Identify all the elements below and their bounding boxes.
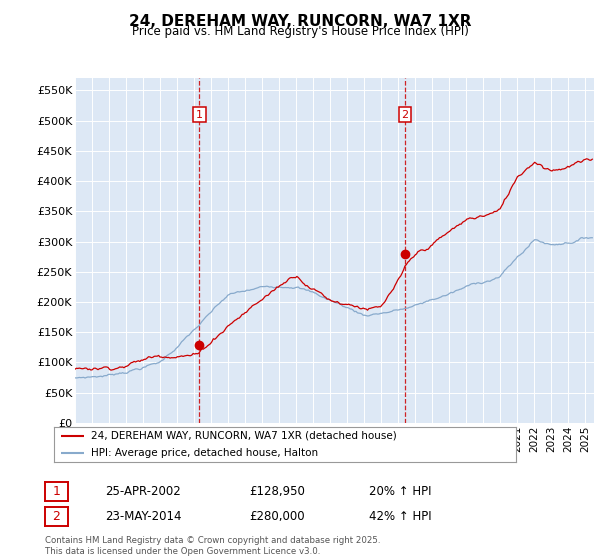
Text: 1: 1 — [196, 110, 203, 120]
Text: 1: 1 — [52, 485, 61, 498]
Text: £128,950: £128,950 — [249, 485, 305, 498]
Text: 2: 2 — [52, 510, 61, 524]
Text: 20% ↑ HPI: 20% ↑ HPI — [369, 485, 431, 498]
Text: £280,000: £280,000 — [249, 510, 305, 524]
Text: 23-MAY-2014: 23-MAY-2014 — [105, 510, 182, 524]
Text: 42% ↑ HPI: 42% ↑ HPI — [369, 510, 431, 524]
Text: Contains HM Land Registry data © Crown copyright and database right 2025.
This d: Contains HM Land Registry data © Crown c… — [45, 536, 380, 556]
Text: 25-APR-2002: 25-APR-2002 — [105, 485, 181, 498]
Text: 24, DEREHAM WAY, RUNCORN, WA7 1XR: 24, DEREHAM WAY, RUNCORN, WA7 1XR — [129, 14, 471, 29]
Text: 24, DEREHAM WAY, RUNCORN, WA7 1XR (detached house): 24, DEREHAM WAY, RUNCORN, WA7 1XR (detac… — [91, 431, 397, 441]
Text: HPI: Average price, detached house, Halton: HPI: Average price, detached house, Halt… — [91, 449, 318, 458]
Text: Price paid vs. HM Land Registry's House Price Index (HPI): Price paid vs. HM Land Registry's House … — [131, 25, 469, 38]
Text: 2: 2 — [401, 110, 409, 120]
